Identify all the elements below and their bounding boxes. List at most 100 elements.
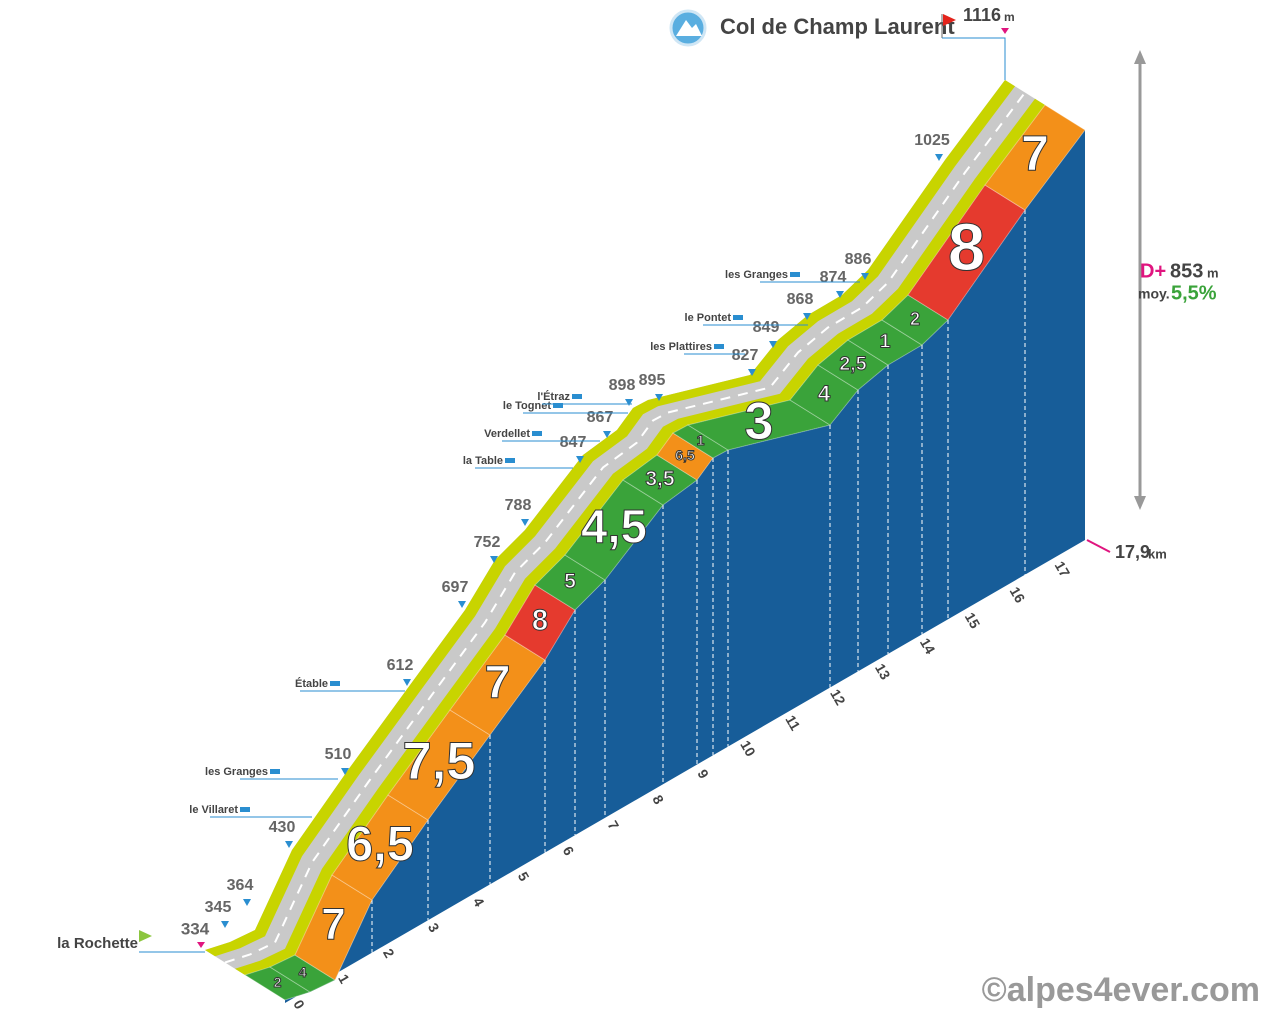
gradient-label: 2,5 xyxy=(839,353,866,375)
place-name: Verdellet xyxy=(484,428,530,440)
flag xyxy=(943,14,956,26)
altitude-label: 898 xyxy=(609,377,636,394)
altitude-marker xyxy=(490,556,498,563)
altitude-marker xyxy=(748,369,756,376)
altitude-label: 847 xyxy=(560,434,587,451)
km-marker: 6 xyxy=(560,843,578,858)
place-icon xyxy=(330,681,340,686)
arrow-head xyxy=(1134,50,1146,64)
km-marker: 12 xyxy=(827,686,849,708)
km-marker: 2 xyxy=(380,946,398,961)
gradient-label: 2 xyxy=(274,974,282,990)
place-name: les Plattires xyxy=(650,341,712,353)
altitude-label: 1025 xyxy=(914,132,950,149)
start-altitude: 334 xyxy=(181,919,210,938)
gradient-label: 8 xyxy=(532,605,548,637)
summit-leader xyxy=(942,37,1006,80)
gradient-label: 7,5 xyxy=(402,732,475,791)
gradient-label: 6,5 xyxy=(346,817,414,871)
place-icon xyxy=(733,315,743,320)
altitude-marker xyxy=(285,841,293,848)
altitude-marker xyxy=(576,456,584,463)
gradient-label: 1 xyxy=(697,432,705,448)
place-name: les Granges xyxy=(725,269,788,281)
km-marker: 5 xyxy=(515,869,533,884)
altitude-marker xyxy=(403,679,411,686)
title: Col de Champ Laurent xyxy=(720,14,955,39)
place-name: la Table xyxy=(463,455,503,467)
altitude-label: 697 xyxy=(442,579,469,596)
altitude-marker xyxy=(458,601,466,608)
km-marker: 10 xyxy=(737,738,759,760)
start-flag xyxy=(139,930,152,942)
altitude-marker xyxy=(625,399,633,406)
altitude-marker xyxy=(861,273,869,280)
start-name: la Rochette xyxy=(57,935,138,952)
altitude-label: 612 xyxy=(387,657,414,674)
altitude-label: 868 xyxy=(787,291,814,308)
place-name: les Granges xyxy=(205,766,268,778)
altitude-marker xyxy=(769,341,777,348)
place-name: Étable xyxy=(295,677,328,690)
place-icon xyxy=(532,431,542,436)
gradient-label: 3 xyxy=(744,392,773,451)
gradient-label: 7 xyxy=(321,900,346,949)
km-marker: 11 xyxy=(782,712,803,733)
altitude-marker xyxy=(243,899,251,906)
altitude-label: 827 xyxy=(732,347,759,364)
profile-face xyxy=(285,130,1085,1003)
gradient-label: 7 xyxy=(1021,126,1049,182)
place-name: le Pontet xyxy=(685,312,732,324)
distance-tick xyxy=(1086,539,1111,553)
gradient-band xyxy=(984,104,1086,211)
arrow-head xyxy=(1134,496,1146,510)
altitude-marker xyxy=(603,431,611,438)
altitude-label: 886 xyxy=(845,251,872,268)
gradient-label: 3,5 xyxy=(645,468,675,491)
gradient-label: 6,5 xyxy=(675,447,695,463)
km-marker: 4 xyxy=(470,895,488,910)
gain-label: D+ xyxy=(1140,260,1166,282)
km-marker: 9 xyxy=(694,767,712,782)
gradient-label: 4 xyxy=(818,381,831,406)
place-icon xyxy=(790,272,800,277)
summit-unit: m xyxy=(1004,10,1015,24)
place-name: le Tognet xyxy=(503,400,551,412)
altitude-label: 430 xyxy=(269,819,296,836)
altitude-marker xyxy=(521,519,529,526)
distance-value: 17,9 xyxy=(1115,542,1150,562)
altitude-marker xyxy=(341,768,349,775)
km-marker: 16 xyxy=(1007,584,1029,606)
start-marker xyxy=(197,942,205,948)
altitude-label: 867 xyxy=(587,409,614,426)
altitude-marker xyxy=(836,291,844,298)
credit: ©alpes4ever.com xyxy=(982,971,1260,1009)
distance-unit: km xyxy=(1148,546,1167,561)
altitude-label: 752 xyxy=(474,534,501,551)
place-icon xyxy=(505,458,515,463)
altitude-marker xyxy=(221,921,229,928)
altitude-label: 788 xyxy=(505,497,532,514)
summit-altitude: 1116 xyxy=(963,5,1001,25)
km-marker: 15 xyxy=(962,610,984,632)
altitude-label: 849 xyxy=(753,319,780,336)
gain-value: 853 xyxy=(1170,260,1203,282)
average-label: moy. xyxy=(1138,286,1170,302)
place-name: l'Étraz xyxy=(537,390,570,403)
km-marker: 8 xyxy=(649,792,667,807)
km-marker: 17 xyxy=(1052,558,1074,580)
km-marker: 3 xyxy=(425,920,443,935)
km-marker: 7 xyxy=(605,818,623,833)
gradient-label: 5 xyxy=(564,570,576,593)
place-name: le Villaret xyxy=(189,804,238,816)
gradient-label: 1 xyxy=(880,331,891,353)
altitude-label: 874 xyxy=(820,269,847,286)
km-marker: 14 xyxy=(917,635,939,657)
average-value: 5,5% xyxy=(1171,282,1217,304)
gain-unit: m xyxy=(1207,265,1219,280)
road-edge xyxy=(235,98,1045,975)
altitude-label: 510 xyxy=(325,746,352,763)
place-icon xyxy=(714,344,724,349)
